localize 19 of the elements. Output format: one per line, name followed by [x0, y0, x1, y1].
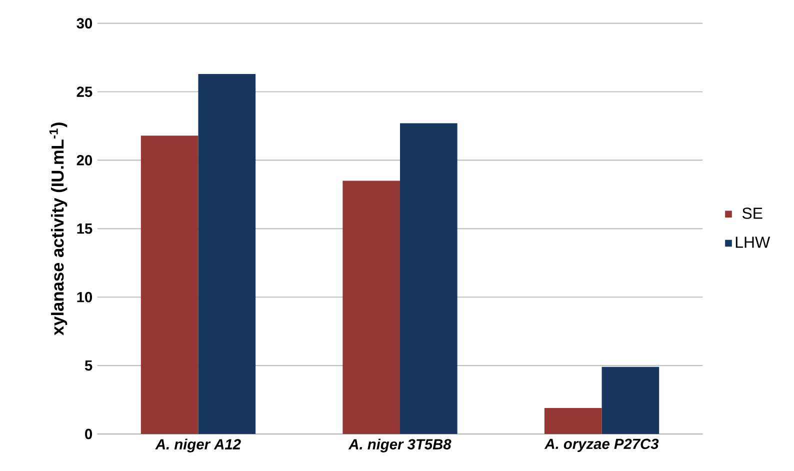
y-tick-label: 20 [76, 155, 92, 166]
y-tick-label: 30 [76, 18, 92, 29]
bar [544, 408, 602, 434]
x-tick-label: A. oryzae P27C3 [544, 438, 659, 452]
bar [342, 180, 400, 434]
x-tick-label: A. niger A12 [155, 438, 241, 452]
y-tick-label: 25 [76, 86, 92, 97]
y-axis-title: xylanase activity (IU.mL$^{-1}$) [49, 122, 68, 336]
bar [400, 123, 458, 434]
y-tick-label: 15 [77, 224, 92, 234]
y-tick-label: 5 [84, 360, 92, 371]
bar [602, 366, 660, 434]
bar [198, 74, 256, 434]
y-tick-label: 0 [85, 428, 92, 440]
y-tick-label: 10 [77, 292, 92, 302]
x-tick-label: A. niger 3T5B8 [348, 438, 452, 452]
legend-label: SE [742, 208, 762, 219]
legend-label: LHW [736, 236, 770, 248]
bar [140, 136, 198, 434]
